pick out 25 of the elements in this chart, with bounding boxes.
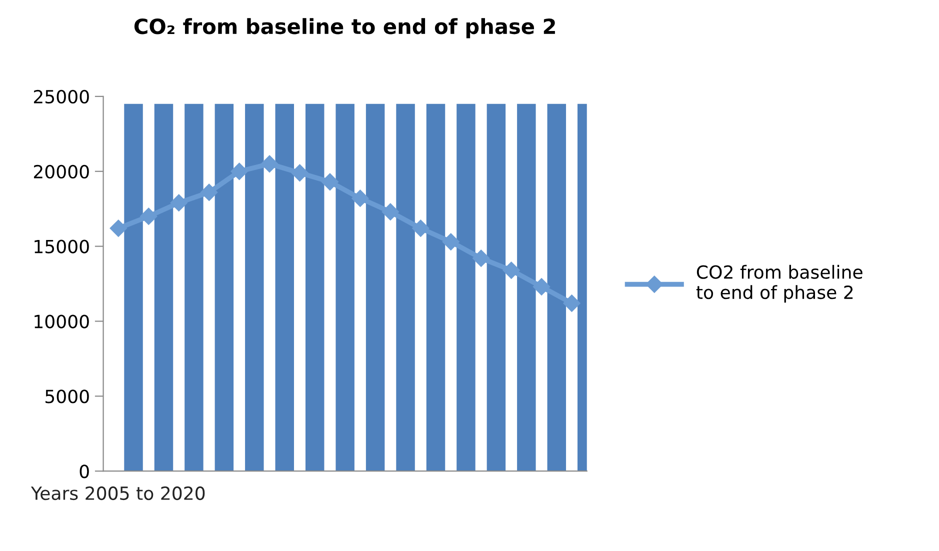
legend-label: CO2 from baseline to end of phase 2 xyxy=(696,264,862,303)
y-tick-label: 0 xyxy=(80,464,89,478)
point xyxy=(140,208,158,225)
point xyxy=(382,203,399,220)
point xyxy=(502,262,520,279)
chart-title: CO₂ from baseline to end of phase 2 xyxy=(134,18,555,38)
point xyxy=(412,220,430,237)
y-tick-label: 25000 xyxy=(34,90,89,104)
point xyxy=(200,184,218,201)
point xyxy=(321,173,339,190)
point xyxy=(230,162,248,180)
point xyxy=(563,294,580,312)
y-tick-label: 15000 xyxy=(34,240,89,254)
point xyxy=(291,164,308,182)
point xyxy=(352,190,369,207)
y-tick-label: 20000 xyxy=(34,164,89,178)
y-tick-label: 10000 xyxy=(34,314,89,328)
point xyxy=(110,220,127,237)
point xyxy=(442,233,460,250)
point xyxy=(170,194,188,212)
point xyxy=(260,155,278,172)
x-tick-label: Years 2005 to 2020 xyxy=(30,486,205,500)
point xyxy=(532,278,550,296)
point xyxy=(472,250,490,267)
y-tick-label: 5000 xyxy=(46,390,89,404)
